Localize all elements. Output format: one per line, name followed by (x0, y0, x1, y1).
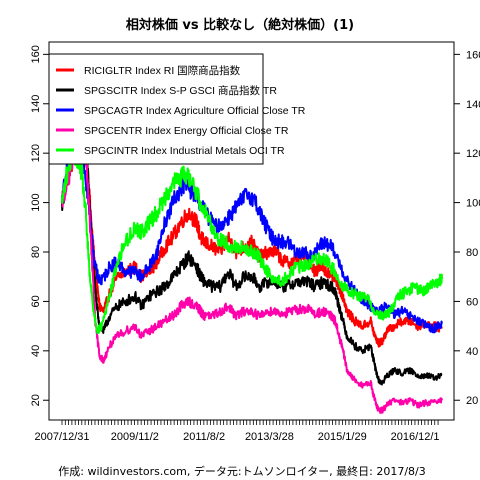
plot-frame (48, 41, 455, 421)
series-layer (61, 73, 443, 414)
y-axis-left: 20 40 60 80 100 120 140 160 (30, 45, 49, 406)
y-tick-label-right: 40 (466, 346, 478, 358)
legend-box (48, 53, 264, 165)
y-tick-label-left: 40 (30, 345, 42, 357)
y-tick-label-right: 60 (466, 296, 478, 308)
y-tick-label-right: 20 (466, 395, 478, 407)
x-tick-label: 2015/1/29 (318, 431, 367, 443)
y-axis-right: 20 40 60 80 100 120 140 160 (454, 49, 480, 407)
y-tick-label-left: 120 (30, 144, 42, 162)
source-note: 作成: wildinvestors.com, データ元:トムソンロイター, 最終… (58, 464, 425, 478)
x-tick-label: 2007/12/31 (34, 431, 89, 443)
series-line-5 (61, 143, 443, 335)
series-line-4 (61, 73, 443, 414)
x-tick-label: 2013/3/28 (245, 431, 294, 443)
y-tick-label-left: 80 (30, 246, 42, 258)
x-axis: 2007/12/31 2009/11/2 2011/8/2 2013/3/28 2015… (34, 420, 440, 443)
chart-title: 相対株価 vs 比較なし（絶対株価）(1) (126, 17, 354, 33)
y-tick-label-left: 140 (30, 95, 42, 113)
legend-label-5: SPGCINTR Index Industrial Metals OCI TR (84, 145, 285, 157)
legend-label-2: SPGSCITR Index S-P GSCI 商品指数 TR (84, 84, 277, 97)
y-tick-label-right: 140 (466, 99, 480, 111)
y-tick-label-left: 60 (30, 295, 42, 307)
series-line-1 (61, 112, 443, 348)
y-tick-label-right: 160 (466, 49, 480, 61)
y-tick-label-right: 100 (466, 198, 480, 210)
y-tick-label-left: 100 (30, 193, 42, 211)
x-tick-label: 2009/11/2 (111, 431, 159, 443)
legend-label-3: SPGCAGTR Index Agriculture Official Clos… (84, 105, 306, 117)
legend-label-4: SPGCENTR Index Energy Official Close TR (84, 125, 289, 137)
y-tick-label-left: 160 (30, 45, 42, 63)
legend: RICIGLTR Index RI 国際商品指数 SPGSCITR Index S… (48, 53, 306, 165)
x-tick-label: 2016/12/1 (391, 431, 440, 443)
y-tick-label-left: 20 (30, 394, 42, 406)
y-tick-label-right: 80 (466, 247, 478, 259)
legend-label-1: RICIGLTR Index RI 国際商品指数 (84, 64, 241, 77)
y-tick-label-right: 120 (466, 148, 480, 160)
x-tick-label: 2011/8/2 (183, 431, 225, 443)
